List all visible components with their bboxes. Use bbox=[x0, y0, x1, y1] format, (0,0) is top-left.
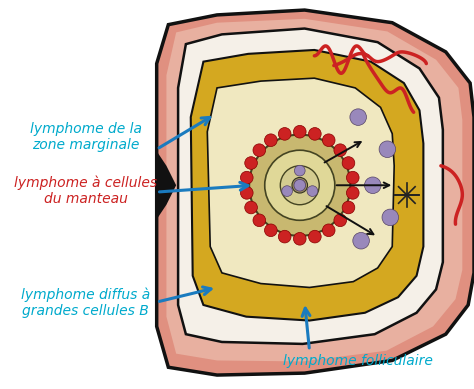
Polygon shape bbox=[157, 151, 176, 219]
Circle shape bbox=[245, 157, 257, 169]
Polygon shape bbox=[166, 19, 462, 361]
Circle shape bbox=[346, 171, 359, 184]
Circle shape bbox=[249, 135, 350, 236]
Circle shape bbox=[253, 144, 265, 156]
Circle shape bbox=[280, 166, 319, 205]
Circle shape bbox=[342, 157, 355, 169]
Circle shape bbox=[293, 233, 306, 245]
Circle shape bbox=[264, 224, 277, 237]
Text: lymphome diffus à
grandes cellules B: lymphome diffus à grandes cellules B bbox=[21, 287, 150, 318]
Polygon shape bbox=[178, 28, 443, 344]
Circle shape bbox=[282, 186, 292, 196]
Circle shape bbox=[307, 186, 318, 196]
Circle shape bbox=[253, 214, 265, 227]
Circle shape bbox=[245, 201, 257, 214]
Polygon shape bbox=[191, 50, 423, 321]
Circle shape bbox=[350, 109, 366, 125]
Circle shape bbox=[264, 150, 335, 220]
Circle shape bbox=[322, 134, 335, 147]
Circle shape bbox=[309, 128, 321, 140]
Circle shape bbox=[382, 209, 399, 226]
Circle shape bbox=[346, 187, 359, 199]
Text: lymphome de la
zone marginale: lymphome de la zone marginale bbox=[30, 122, 142, 152]
Circle shape bbox=[334, 144, 346, 156]
Circle shape bbox=[293, 125, 306, 138]
Circle shape bbox=[264, 134, 277, 147]
Text: lymphome folliculaire: lymphome folliculaire bbox=[283, 354, 433, 368]
Circle shape bbox=[353, 233, 369, 249]
Circle shape bbox=[278, 128, 291, 140]
Polygon shape bbox=[157, 10, 474, 375]
Polygon shape bbox=[207, 78, 394, 287]
Circle shape bbox=[294, 179, 306, 191]
Circle shape bbox=[342, 201, 355, 214]
Circle shape bbox=[240, 187, 253, 199]
Circle shape bbox=[292, 177, 308, 193]
Circle shape bbox=[309, 230, 321, 243]
Circle shape bbox=[294, 165, 305, 176]
Text: lymphome à cellules
du manteau: lymphome à cellules du manteau bbox=[14, 175, 157, 206]
Circle shape bbox=[334, 214, 346, 227]
Circle shape bbox=[379, 141, 396, 158]
Circle shape bbox=[278, 230, 291, 243]
Circle shape bbox=[322, 224, 335, 237]
Circle shape bbox=[240, 171, 253, 184]
Circle shape bbox=[365, 177, 381, 193]
